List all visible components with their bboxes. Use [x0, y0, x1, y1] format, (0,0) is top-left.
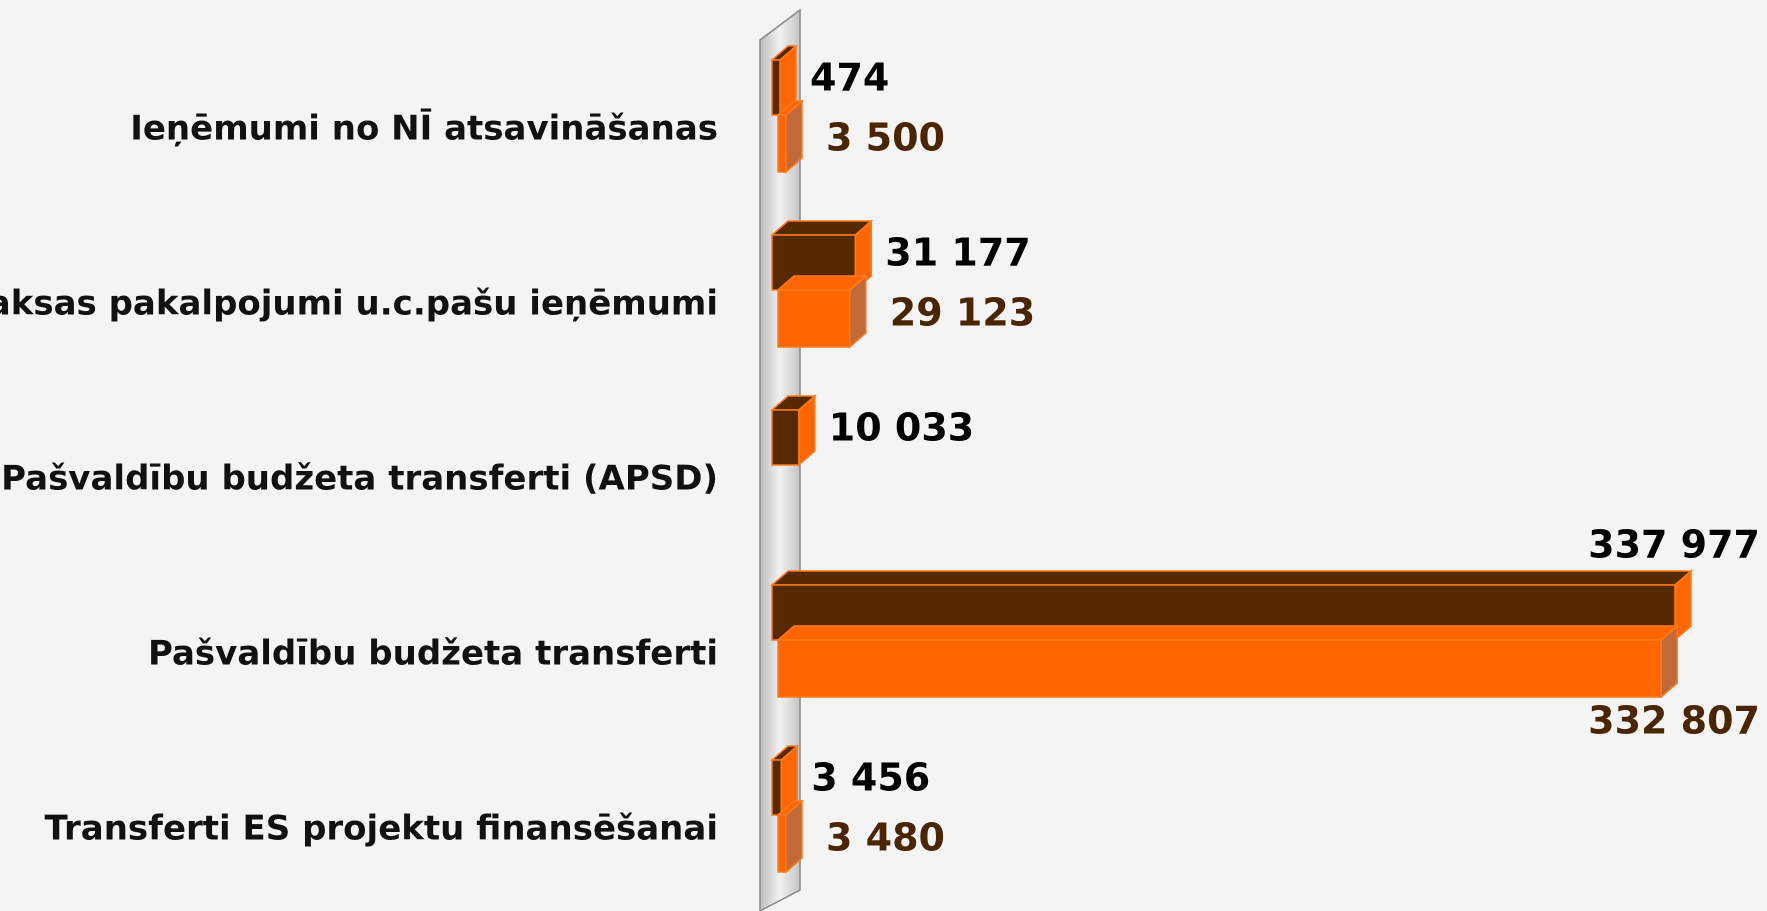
bar — [777, 639, 1662, 698]
bar-top — [776, 625, 1680, 641]
value-label: 29 123 — [890, 291, 1035, 335]
bar — [777, 114, 787, 173]
category-label: Pašvaldību budžeta transferti — [148, 634, 718, 674]
value-label: 3 480 — [826, 816, 945, 860]
bar — [771, 59, 781, 116]
category-label: Maksas pakalpojumi u.c.pašu ieņēmumi — [0, 284, 718, 324]
plot-area: Ieņēmumi no NĪ atsavināšanas 474 3 500 Maks… — [0, 44, 1760, 874]
category-label: Ieņēmumi no NĪ atsavināšanas — [130, 109, 718, 149]
value-label: 10 033 — [829, 406, 974, 450]
bar — [771, 759, 782, 816]
bar — [771, 409, 800, 466]
bar-top — [776, 275, 868, 291]
value-label: 332 807 — [1588, 699, 1760, 743]
category-label: Transferti ES projektu finansēšanai — [45, 809, 718, 849]
value-label: 3 500 — [826, 116, 945, 160]
bar — [777, 289, 851, 348]
bar-top — [770, 220, 874, 236]
value-label: 337 977 — [1588, 523, 1760, 567]
bar — [777, 814, 787, 873]
bar-top — [770, 570, 1693, 586]
value-label: 31 177 — [885, 231, 1030, 275]
value-label: 3 456 — [811, 756, 930, 800]
value-label: 474 — [810, 56, 889, 100]
category-label: Pašvaldību budžeta transferti (APSD) — [1, 459, 718, 499]
